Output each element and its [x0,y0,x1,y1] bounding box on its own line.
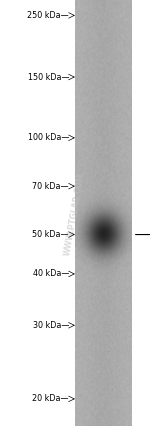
Text: 150 kDa—: 150 kDa— [27,72,69,82]
Text: 100 kDa—: 100 kDa— [28,133,69,143]
Text: 40 kDa—: 40 kDa— [33,269,69,279]
Text: WWW.PTGLAB.COM: WWW.PTGLAB.COM [63,172,87,256]
Text: 70 kDa—: 70 kDa— [33,181,69,191]
Text: 20 kDa—: 20 kDa— [33,394,69,404]
Text: 250 kDa—: 250 kDa— [27,11,69,20]
Text: 30 kDa—: 30 kDa— [33,321,69,330]
Text: 50 kDa—: 50 kDa— [33,230,69,239]
